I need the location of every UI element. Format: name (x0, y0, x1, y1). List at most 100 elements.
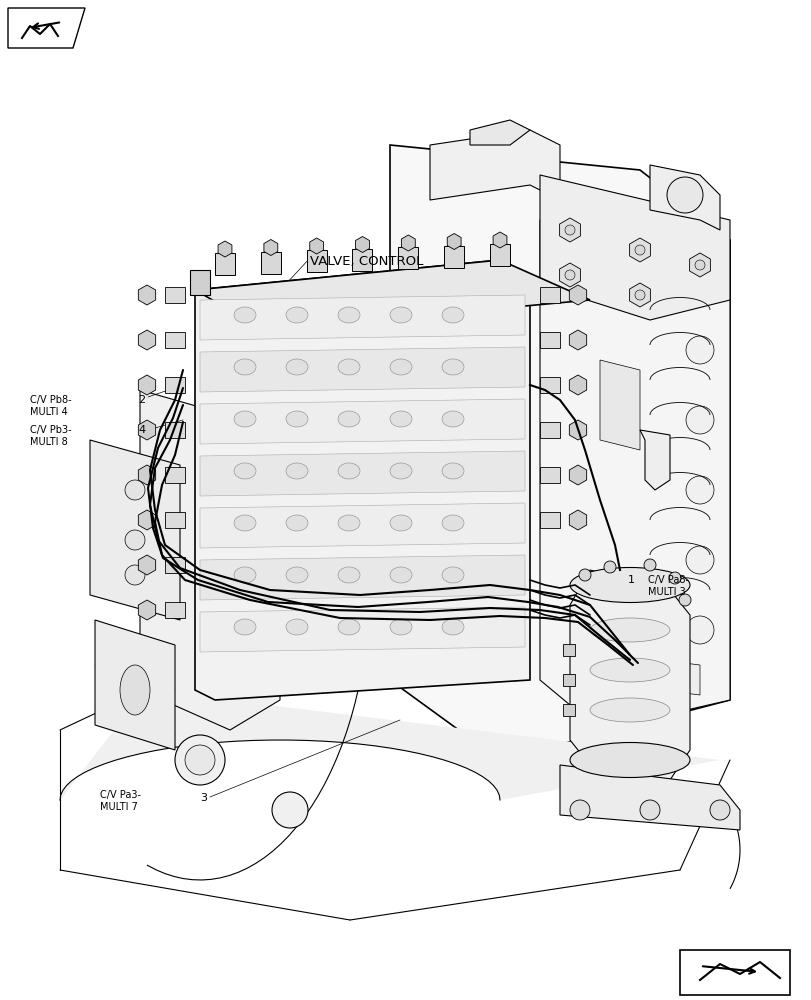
Polygon shape (539, 467, 560, 483)
Circle shape (175, 735, 225, 785)
Polygon shape (260, 251, 281, 273)
Circle shape (639, 800, 659, 820)
Circle shape (578, 569, 590, 581)
Circle shape (685, 336, 713, 364)
Ellipse shape (337, 411, 359, 427)
Text: 1: 1 (627, 575, 634, 585)
Circle shape (634, 290, 644, 300)
Polygon shape (165, 602, 185, 618)
Polygon shape (215, 253, 234, 275)
Ellipse shape (234, 463, 255, 479)
Polygon shape (95, 620, 175, 750)
Polygon shape (138, 510, 156, 530)
Ellipse shape (234, 307, 255, 323)
Polygon shape (165, 557, 185, 573)
Polygon shape (539, 377, 560, 393)
Text: 4: 4 (138, 425, 145, 435)
Polygon shape (165, 287, 185, 303)
Polygon shape (679, 950, 789, 995)
Polygon shape (569, 570, 689, 780)
Polygon shape (569, 420, 586, 440)
Ellipse shape (389, 307, 411, 323)
Circle shape (272, 792, 307, 828)
Polygon shape (389, 145, 729, 760)
Ellipse shape (285, 515, 307, 531)
Polygon shape (138, 465, 156, 485)
Polygon shape (309, 238, 324, 254)
Polygon shape (165, 467, 185, 483)
Ellipse shape (389, 567, 411, 583)
Polygon shape (492, 232, 506, 248)
Polygon shape (539, 332, 560, 348)
Polygon shape (562, 674, 574, 686)
Polygon shape (559, 218, 580, 242)
Circle shape (564, 270, 574, 280)
Polygon shape (200, 607, 525, 652)
Ellipse shape (234, 619, 255, 635)
Polygon shape (200, 555, 525, 600)
Circle shape (685, 616, 713, 644)
Polygon shape (569, 375, 586, 395)
Polygon shape (200, 503, 525, 548)
Circle shape (185, 745, 215, 775)
Circle shape (666, 177, 702, 213)
Polygon shape (629, 283, 650, 307)
Polygon shape (200, 295, 525, 340)
Text: VALVE, CONTROL: VALVE, CONTROL (310, 255, 423, 268)
Polygon shape (569, 285, 586, 305)
Polygon shape (352, 248, 372, 270)
Polygon shape (398, 247, 418, 269)
Ellipse shape (337, 567, 359, 583)
Polygon shape (165, 422, 185, 438)
Polygon shape (264, 239, 277, 255)
Polygon shape (539, 287, 560, 303)
Ellipse shape (337, 463, 359, 479)
Ellipse shape (441, 619, 463, 635)
Polygon shape (639, 430, 669, 490)
Polygon shape (629, 238, 650, 262)
Ellipse shape (285, 411, 307, 427)
Text: C/V Pa8-
MULTI 3: C/V Pa8- MULTI 3 (647, 575, 689, 597)
Ellipse shape (441, 307, 463, 323)
Polygon shape (165, 377, 185, 393)
Ellipse shape (337, 359, 359, 375)
Ellipse shape (590, 658, 669, 682)
Polygon shape (138, 555, 156, 575)
Ellipse shape (590, 698, 669, 722)
Polygon shape (539, 200, 729, 730)
Polygon shape (138, 600, 156, 620)
Ellipse shape (337, 515, 359, 531)
Polygon shape (138, 375, 156, 395)
Ellipse shape (389, 359, 411, 375)
Circle shape (709, 800, 729, 820)
Ellipse shape (337, 307, 359, 323)
Polygon shape (90, 440, 180, 620)
Circle shape (668, 572, 680, 584)
Ellipse shape (441, 515, 463, 531)
Circle shape (634, 245, 644, 255)
Polygon shape (60, 690, 719, 800)
Ellipse shape (285, 463, 307, 479)
Ellipse shape (285, 567, 307, 583)
Ellipse shape (337, 619, 359, 635)
Polygon shape (539, 175, 729, 320)
Circle shape (685, 476, 713, 504)
Polygon shape (569, 510, 586, 530)
Ellipse shape (389, 411, 411, 427)
Polygon shape (165, 512, 185, 528)
Ellipse shape (389, 619, 411, 635)
Polygon shape (218, 241, 232, 257)
Circle shape (694, 260, 704, 270)
Polygon shape (195, 260, 530, 700)
Polygon shape (430, 130, 560, 200)
Ellipse shape (234, 411, 255, 427)
Circle shape (685, 546, 713, 574)
Ellipse shape (441, 567, 463, 583)
Polygon shape (447, 233, 461, 249)
Circle shape (678, 594, 690, 606)
Circle shape (569, 800, 590, 820)
Polygon shape (200, 347, 525, 392)
Circle shape (125, 565, 145, 585)
Polygon shape (569, 330, 586, 350)
Circle shape (125, 480, 145, 500)
